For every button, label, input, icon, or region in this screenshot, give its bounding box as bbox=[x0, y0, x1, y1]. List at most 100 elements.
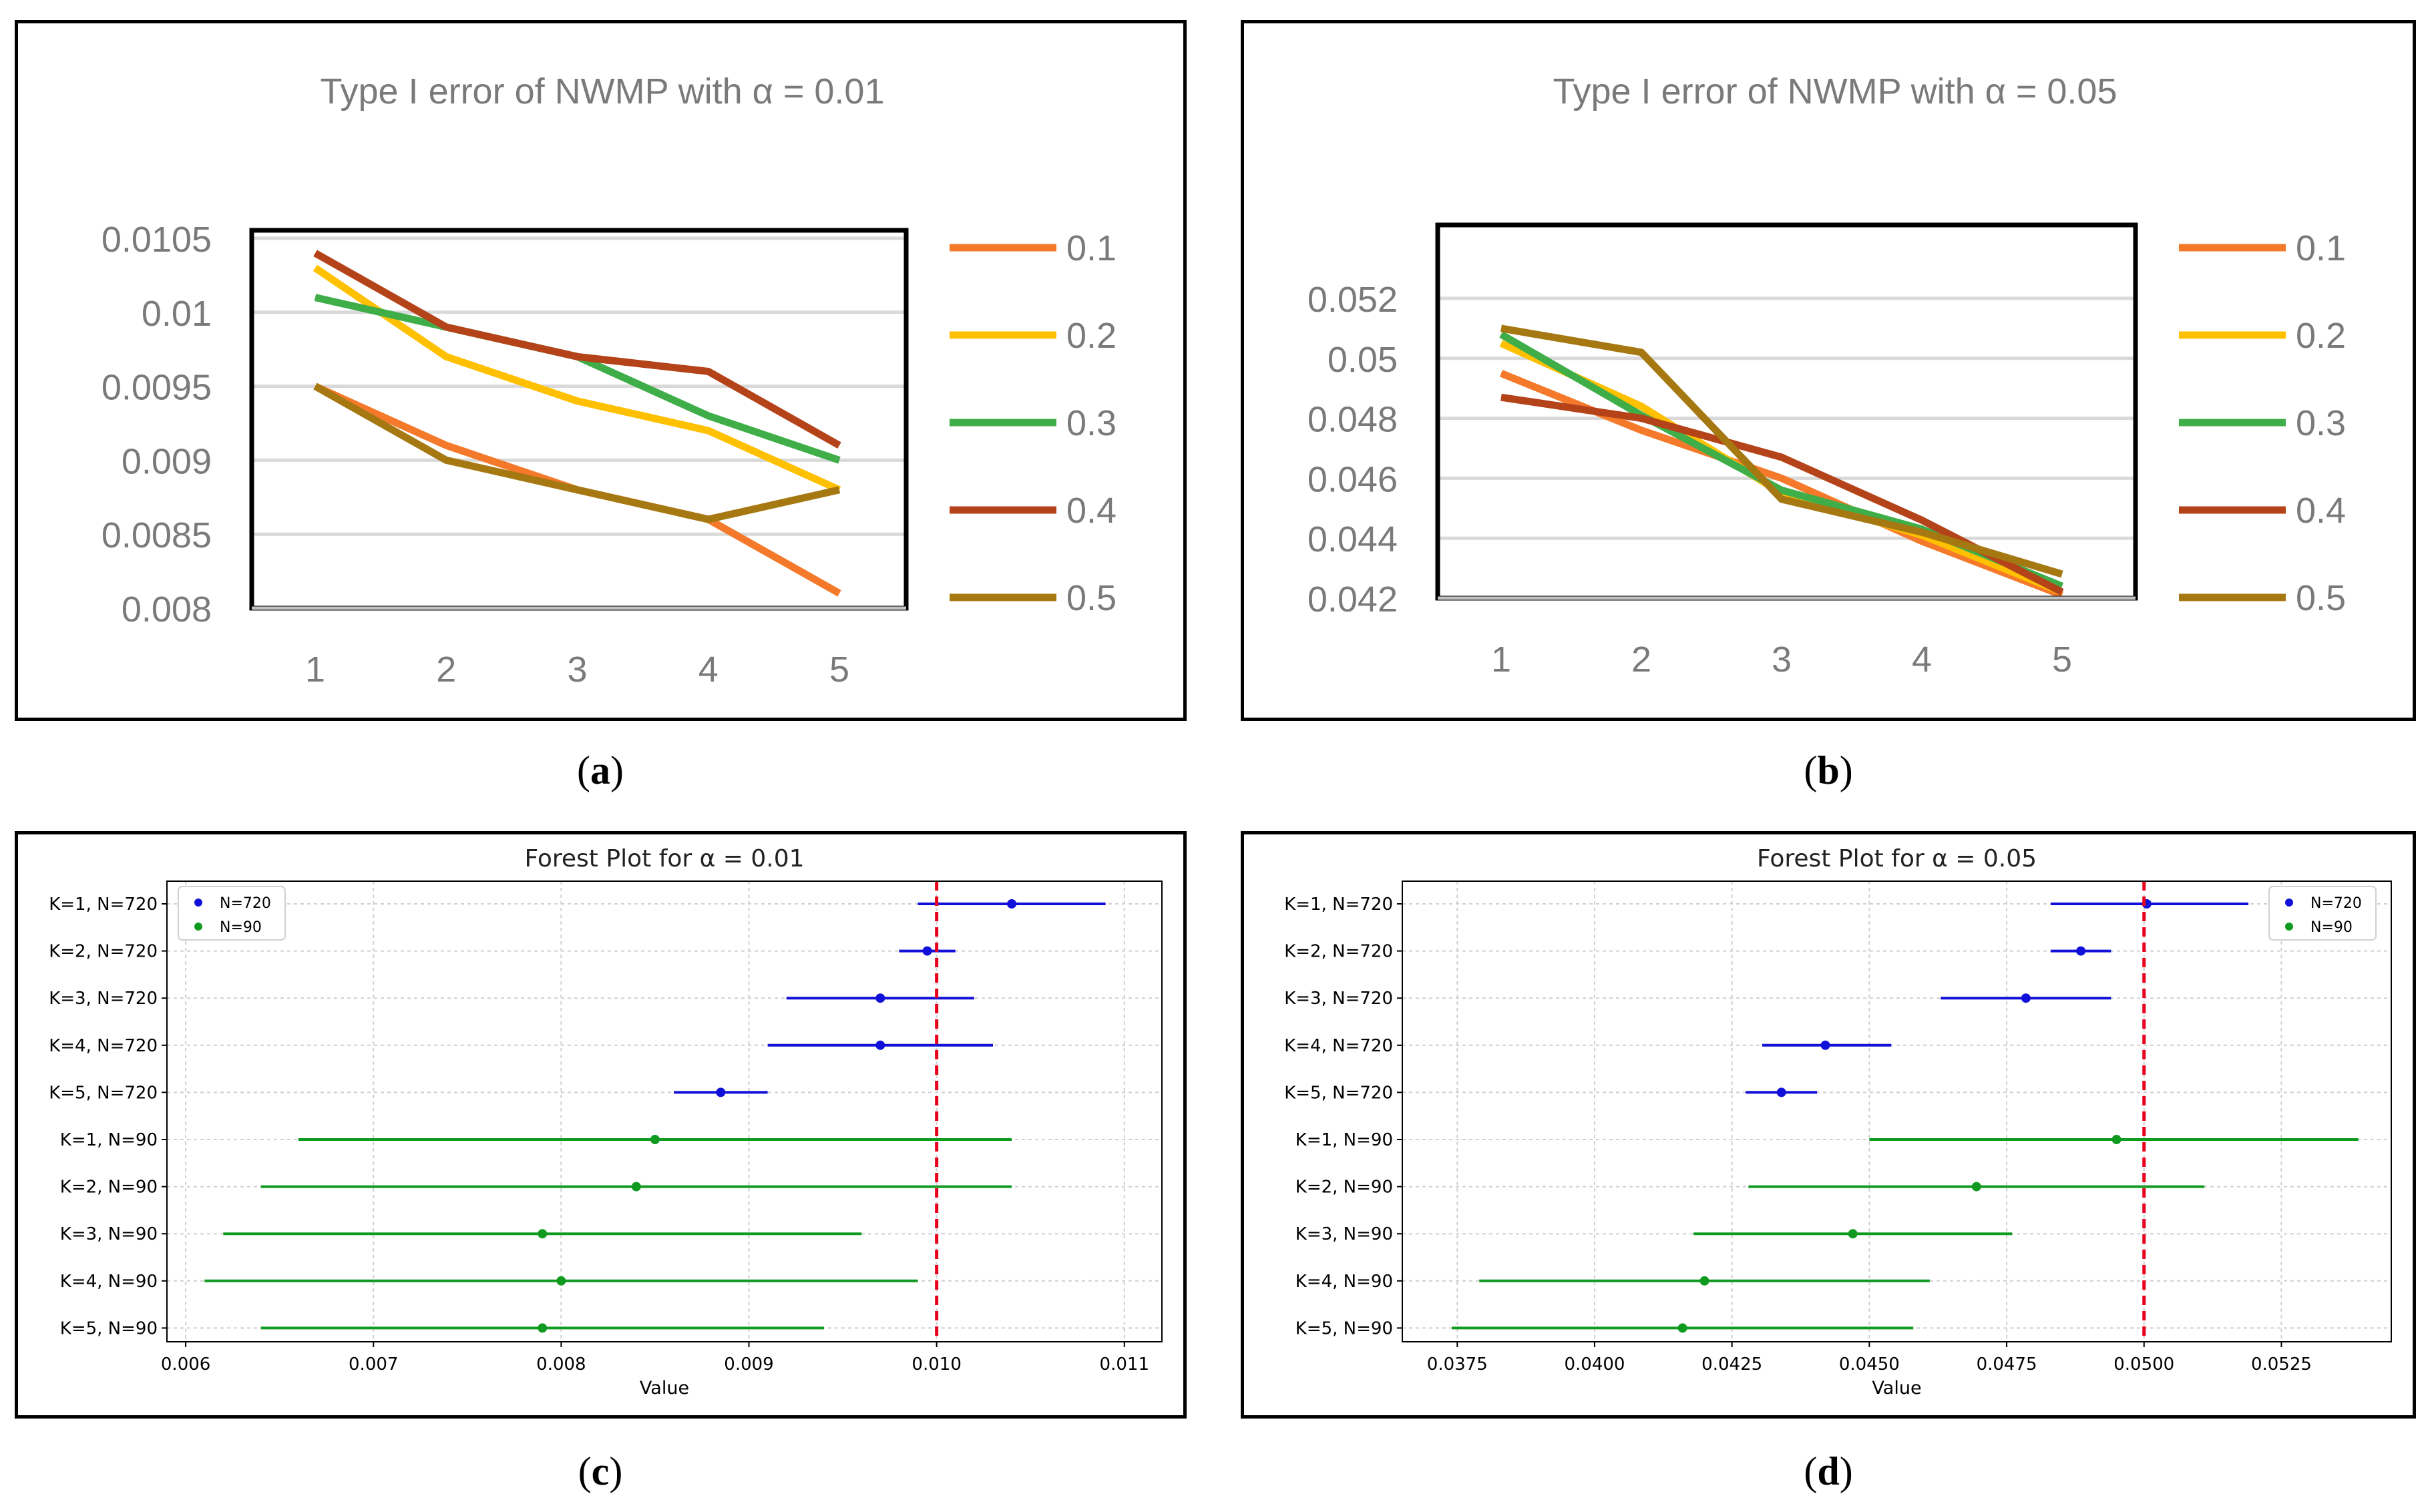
y-tick-label: K=3, N=90 bbox=[1295, 1224, 1393, 1244]
legend-label: 0.2 bbox=[1066, 316, 1117, 356]
legend-box bbox=[178, 886, 286, 941]
line-chart-b: Type I error of NWMP with α = 0.050.0520… bbox=[1307, 71, 2346, 680]
x-tick-label: 2 bbox=[1631, 640, 1651, 680]
y-tick-label: K=5, N=90 bbox=[60, 1318, 158, 1338]
y-tick-label: 0.044 bbox=[1307, 519, 1398, 559]
y-tick-label: K=1, N=720 bbox=[1284, 895, 1393, 915]
legend-label: 0.5 bbox=[1066, 578, 1117, 618]
y-tick-label: 0.01 bbox=[142, 294, 212, 334]
legend-label: 0.3 bbox=[2296, 403, 2346, 443]
y-tick-label: 0.008 bbox=[122, 589, 212, 629]
point-estimate bbox=[650, 1135, 660, 1144]
legend-marker bbox=[194, 923, 202, 931]
x-tick-label: 0.0500 bbox=[2113, 1354, 2174, 1374]
y-tick-label: K=5, N=90 bbox=[1295, 1318, 1393, 1338]
plot-frame bbox=[1435, 222, 2138, 601]
plot-frame bbox=[249, 228, 909, 611]
y-tick-label: 0.048 bbox=[1307, 400, 1398, 440]
series-line-0.4 bbox=[313, 250, 841, 449]
y-tick-label: 0.042 bbox=[1307, 579, 1398, 619]
line-chart-a: Type I error of NWMP with α = 0.01 0.0105… bbox=[102, 71, 1117, 690]
y-tick-label: 0.05 bbox=[1328, 340, 1398, 380]
point-estimate bbox=[875, 993, 885, 1003]
point-estimate bbox=[716, 1087, 726, 1097]
x-tick-label: 5 bbox=[829, 650, 849, 690]
y-tick-label: K=4, N=720 bbox=[1284, 1036, 1393, 1056]
caption-c: (c) bbox=[578, 1449, 623, 1493]
x-tick-label: 1 bbox=[1491, 640, 1511, 680]
legend-label: N=90 bbox=[2310, 919, 2353, 936]
chart-title: Forest Plot for α = 0.01 bbox=[524, 845, 804, 872]
point-estimate bbox=[2021, 993, 2031, 1003]
point-estimate bbox=[2076, 946, 2086, 956]
x-tick-label: 2 bbox=[436, 650, 456, 690]
legend-label: 0.4 bbox=[2296, 491, 2346, 531]
series-line-0.2 bbox=[313, 264, 841, 493]
x-tick-label: 0.0525 bbox=[2251, 1354, 2312, 1374]
x-tick-label: 0.0375 bbox=[1427, 1354, 1488, 1374]
x-tick-label: 4 bbox=[698, 650, 719, 690]
legend-label: N=720 bbox=[2310, 895, 2362, 912]
caption-a: (a) bbox=[577, 748, 624, 792]
y-tick-label: K=3, N=720 bbox=[1284, 989, 1393, 1009]
x-tick-label: 0.0475 bbox=[1977, 1354, 2037, 1374]
x-tick-label: 0.010 bbox=[912, 1354, 961, 1374]
x-tick-label: 0.006 bbox=[161, 1354, 210, 1374]
legend-label: 0.5 bbox=[2296, 578, 2346, 618]
x-tick-label: 0.0450 bbox=[1839, 1354, 1900, 1374]
forest-plot-c: Forest Plot for α = 0.01 0.006 0.007 0.008 0… bbox=[49, 845, 1163, 1399]
caption-b: (b) bbox=[1804, 748, 1853, 792]
point-estimate bbox=[538, 1323, 548, 1333]
x-tick-label: 3 bbox=[567, 650, 587, 690]
x-tick-label: 5 bbox=[2052, 640, 2072, 680]
x-tick-label: 0.0425 bbox=[1701, 1354, 1762, 1374]
x-tick-label: 1 bbox=[305, 650, 325, 690]
legend-label: 0.3 bbox=[1066, 403, 1117, 443]
legend-label: 0.4 bbox=[1066, 491, 1117, 531]
x-tick-label: 0.007 bbox=[349, 1354, 398, 1374]
y-tick-label: 0.0085 bbox=[102, 515, 212, 555]
point-estimate bbox=[1848, 1229, 1858, 1239]
point-estimate bbox=[556, 1276, 566, 1286]
point-estimate bbox=[1971, 1182, 1981, 1192]
legend-label: N=720 bbox=[220, 895, 271, 912]
plot-frame bbox=[166, 880, 1163, 1342]
y-tick-label: K=4, N=90 bbox=[1295, 1272, 1393, 1292]
y-tick-label: K=4, N=720 bbox=[49, 1036, 158, 1056]
legend-label: 0.1 bbox=[1066, 228, 1117, 268]
point-estimate bbox=[631, 1182, 641, 1192]
y-tick-label: K=2, N=720 bbox=[49, 942, 158, 962]
y-tick-label: K=3, N=720 bbox=[49, 989, 158, 1009]
legend-label: 0.1 bbox=[2296, 228, 2346, 268]
point-estimate bbox=[1699, 1276, 1709, 1286]
x-axis-label: Value bbox=[640, 1378, 689, 1399]
y-tick-label: K=5, N=720 bbox=[1284, 1083, 1393, 1103]
caption-d: (d) bbox=[1804, 1449, 1853, 1493]
x-tick-label: 0.011 bbox=[1100, 1354, 1149, 1374]
y-tick-label: K=3, N=90 bbox=[60, 1224, 158, 1244]
series-line-0.5 bbox=[1500, 324, 2063, 578]
point-estimate bbox=[1776, 1087, 1786, 1097]
y-tick-label: 0.052 bbox=[1307, 280, 1398, 320]
y-tick-label: K=1, N=720 bbox=[49, 895, 158, 915]
legend-label: 0.2 bbox=[2296, 316, 2346, 356]
x-tick-label: 4 bbox=[1912, 640, 1932, 680]
legend-box bbox=[2268, 886, 2377, 941]
legend-marker bbox=[194, 899, 202, 907]
legend-marker bbox=[2285, 923, 2293, 931]
panel-b: Type I error of NWMP with α = 0.05 0.052 0… bbox=[1241, 20, 2416, 721]
series-line-0.5 bbox=[313, 383, 841, 523]
y-tick-label: K=2, N=720 bbox=[1284, 942, 1393, 962]
legend-label: N=90 bbox=[220, 919, 262, 936]
legend-marker bbox=[2285, 899, 2293, 907]
x-tick-label: 0.009 bbox=[724, 1354, 773, 1374]
y-tick-label: 0.0095 bbox=[102, 368, 212, 408]
point-estimate bbox=[1677, 1323, 1687, 1333]
x-axis-label: Value bbox=[1872, 1378, 1921, 1399]
panel-a: Type I error of NWMP with α = 0.01 0.0105… bbox=[15, 20, 1187, 721]
y-tick-label: K=4, N=90 bbox=[60, 1272, 158, 1292]
chart-title: Type I error of NWMP with α = 0.05 bbox=[1553, 71, 2117, 111]
x-tick-label: 0.008 bbox=[536, 1354, 586, 1374]
plot-frame bbox=[1402, 880, 2392, 1342]
chart-title: Type I error of NWMP with α = 0.01 bbox=[320, 71, 884, 111]
